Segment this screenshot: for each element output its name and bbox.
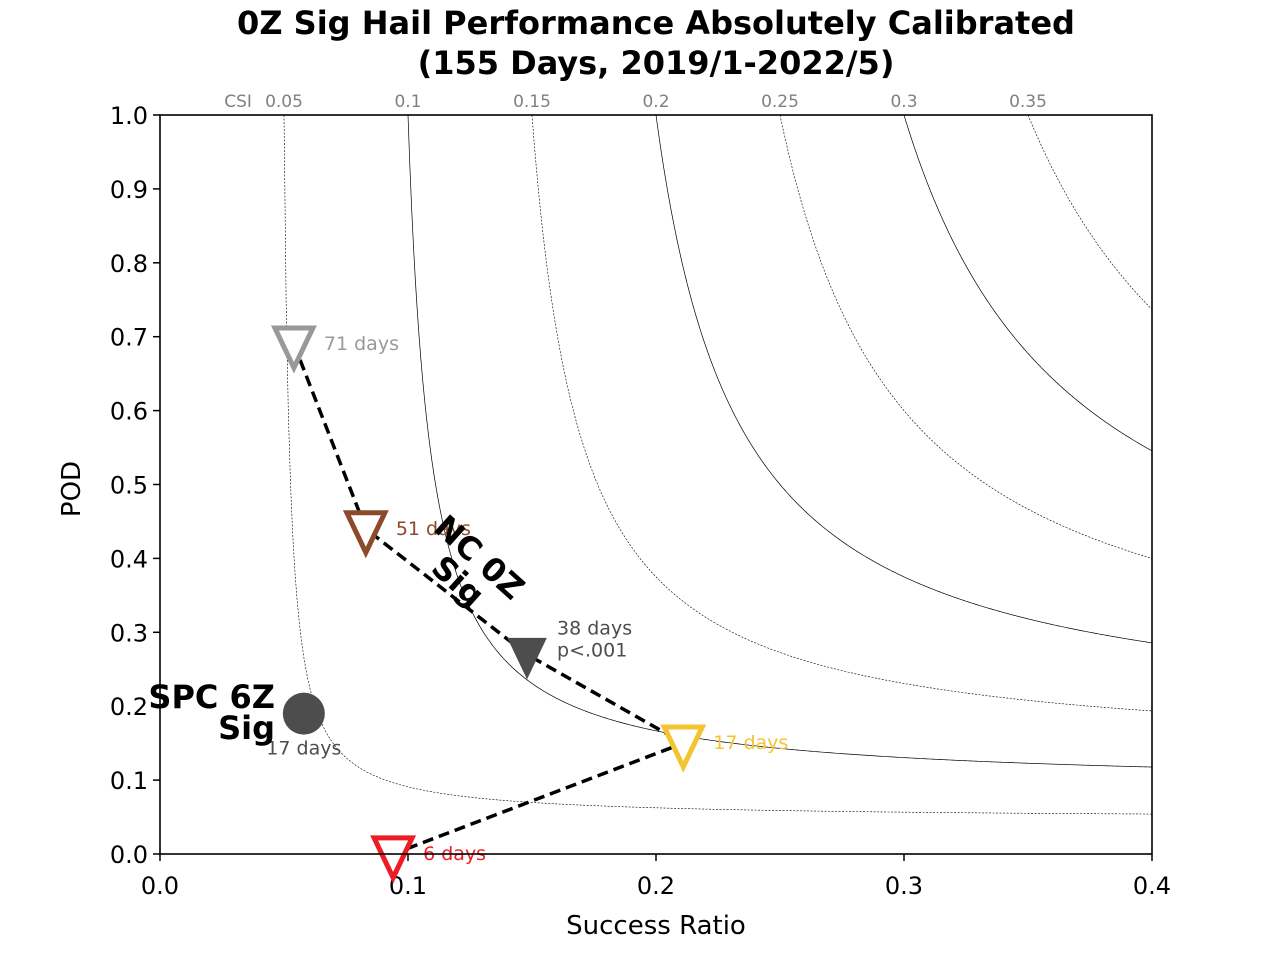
x-tick-label: 0.0 <box>141 872 179 900</box>
chart-title-line-2: (155 Days, 2019/1-2022/5) <box>418 44 895 82</box>
x-tick-label: 0.4 <box>1133 872 1171 900</box>
spc-point-label: 17 days <box>266 738 341 760</box>
y-tick-label: 0.8 <box>110 250 148 278</box>
spc-series-name-line-1: SPC 6Z <box>148 678 275 716</box>
csi-contour-0.05 <box>283 114 1153 815</box>
y-tick-label: 0.3 <box>110 619 148 647</box>
y-tick-label: 0.9 <box>110 176 148 204</box>
data-markers <box>270 325 707 884</box>
y-tick-label: 0.6 <box>110 398 148 426</box>
axis-ticks: 0.0 0.1 0.2 0.3 0.40.00.10.20.30.40.50.60.70… <box>110 102 1171 900</box>
x-axis-label: Success Ratio <box>566 911 746 941</box>
csi-contour-label: 0.3 <box>890 92 917 112</box>
y-tick-label: 1.0 <box>110 102 148 130</box>
nc-series-lines <box>292 343 688 856</box>
nc-point-marker-4 <box>370 835 417 884</box>
nc-point-marker-1 <box>342 510 389 559</box>
nc-point-marker-0 <box>270 325 317 374</box>
csi-contour-0.3 <box>903 114 1153 452</box>
y-tick-label: 0.5 <box>110 472 148 500</box>
y-axis-label: POD <box>57 461 87 517</box>
csi-contour-0.25 <box>779 114 1153 559</box>
csi-contour-label: 0.35 <box>1009 92 1047 112</box>
csi-contour-0.15 <box>531 114 1153 712</box>
nc-point-label-1: 51 days <box>396 518 471 540</box>
nc-point-label-2: 38 days <box>557 617 632 639</box>
csi-contour-label: 0.2 <box>642 92 669 112</box>
y-tick-label: 0.0 <box>110 841 148 869</box>
nc-point-label-0: 71 days <box>324 333 399 355</box>
chart-title-line-1: 0Z Sig Hail Performance Absolutely Calib… <box>237 4 1075 42</box>
csi-axis-title: CSI <box>224 92 252 112</box>
csi-contours <box>283 114 1153 815</box>
x-tick-label: 0.3 <box>885 872 923 900</box>
y-tick-label: 0.7 <box>110 324 148 352</box>
nc-point-sublabel-2: p<.001 <box>557 639 627 661</box>
nc-point-marker-2 <box>507 637 547 680</box>
csi-contour-0.2 <box>655 114 1153 644</box>
nc-point-label-3: 17 days <box>713 732 788 754</box>
csi-contour-label: 0.05 <box>265 92 303 112</box>
nc-point-marker-3 <box>660 724 707 773</box>
y-tick-label: 0.2 <box>110 693 148 721</box>
plot-frame <box>159 114 1153 855</box>
y-tick-label: 0.1 <box>110 767 148 795</box>
csi-contour-label: 0.15 <box>513 92 551 112</box>
spc-series-name-line-2: Sig <box>218 709 275 747</box>
csi-contour-0.1 <box>407 114 1153 768</box>
csi-contour-0.35 <box>1027 114 1153 310</box>
csi-contour-labels: CSI 0.05 0.1 0.15 0.2 0.25 0.3 0.35 <box>224 92 1047 112</box>
x-tick-label: 0.2 <box>637 872 675 900</box>
csi-contour-label: 0.25 <box>761 92 799 112</box>
y-tick-label: 0.4 <box>110 545 148 573</box>
spc-point-marker <box>282 692 325 735</box>
nc-series-line <box>292 343 688 856</box>
csi-contour-label: 0.1 <box>394 92 421 112</box>
